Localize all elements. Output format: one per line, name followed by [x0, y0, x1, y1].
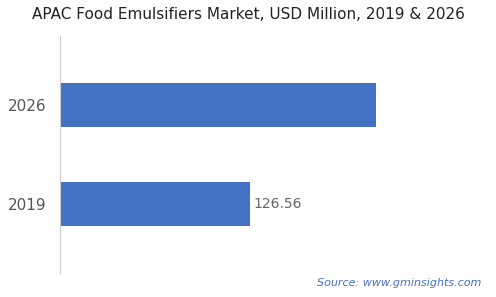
- Bar: [60, 83, 376, 127]
- Bar: [60, 182, 250, 226]
- Text: 126.56: 126.56: [253, 197, 302, 211]
- Text: Source: www.gminsights.com: Source: www.gminsights.com: [317, 278, 481, 288]
- Title: APAC Food Emulsifiers Market, USD Million, 2019 & 2026: APAC Food Emulsifiers Market, USD Millio…: [32, 7, 464, 22]
